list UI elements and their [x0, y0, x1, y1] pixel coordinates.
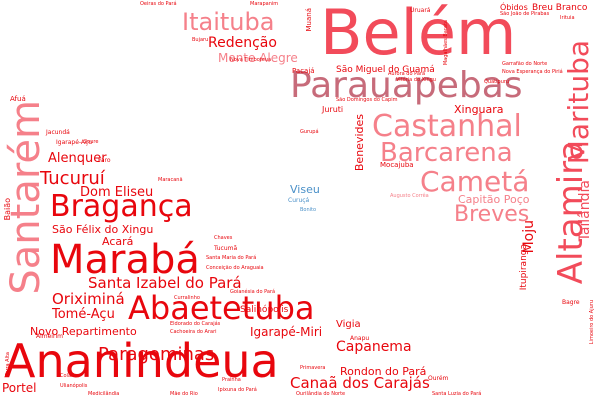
word-faro: Faro: [98, 157, 111, 164]
word-xinguara: Xinguara: [454, 103, 504, 116]
word-garrafao-do-norte: Garrafão do Norte: [502, 61, 548, 67]
word-novo-repartimento: Novo Repartimento: [30, 325, 137, 338]
word-ananindeua: Ananindeua: [4, 334, 279, 388]
word-nova-esperanca-do-piria: Nova Esperança do Piriá: [502, 69, 563, 75]
word-curuca: Curuçá: [288, 197, 310, 204]
word-marituba: Marituba: [562, 40, 595, 165]
word-sao-felix-do-xingu: São Félix do Xingu: [52, 223, 154, 236]
word-nova-timboteua: Nova Timboteua: [230, 57, 272, 63]
word-itaituba: Itaituba: [182, 8, 275, 36]
word-obidos: Óbidos: [500, 3, 528, 12]
word-abaetetuba: Abaetetuba: [128, 289, 315, 327]
word-tome-acu: Tomé-Açu: [52, 307, 115, 322]
word-primavera: Primavera: [300, 365, 326, 371]
word-oeiras-do-para: Oeiras do Pará: [140, 1, 177, 7]
word-breves: Breves: [454, 202, 530, 227]
word-anapu: Anapu: [350, 335, 370, 342]
word-augusto-correa: Augusto Corrêa: [390, 193, 429, 199]
word-monte-alegre: Monte Alegre: [218, 51, 298, 65]
word-acara: Acará: [102, 235, 134, 248]
word-breu-branco: Breu Branco: [532, 3, 588, 13]
word-vitoria-do-xingu: Vitória do Xingu: [396, 77, 436, 83]
word-irituia: Irituia: [560, 15, 575, 21]
word-paragominas: Paragominas: [98, 344, 215, 365]
word-vigia: Vigia: [336, 319, 361, 330]
word-igarape-miri: Igarapé-Miri: [250, 325, 323, 339]
word-juruti: Juruti: [322, 105, 344, 114]
word-goianesia-do-para: Goianésia do Pará: [230, 289, 276, 295]
word-magalhaes-barata: Magalhães Barata: [443, 20, 449, 66]
word-sao-joao-de-pirabas: São João de Pirabas: [500, 11, 550, 17]
word-almeirim: Almeirim: [36, 333, 63, 340]
word-terra-alta: Terra Alta: [5, 352, 11, 376]
word-jacunda: Jacundá: [46, 129, 70, 136]
word-belem: Belém: [320, 0, 517, 69]
word-maracana: Maracanã: [158, 177, 183, 183]
word-afua: Afuá: [10, 95, 26, 103]
word-gurupa: Gurupá: [300, 129, 319, 135]
word-conceicao-do-araguaia: Conceição do Araguaia: [206, 265, 264, 271]
word-redencao: Redenção: [208, 35, 277, 51]
word-maraba: Marabá: [50, 237, 200, 283]
word-parauapebas: Parauapebas: [290, 65, 523, 106]
word-tailandia: Tailândia: [577, 180, 593, 242]
word-baiao: Baião: [3, 198, 12, 221]
word-salinopolis: Salinópolis: [240, 305, 289, 315]
word-prainha: Prainha: [222, 377, 241, 383]
word-quatipuru: Quatipuru: [484, 79, 510, 85]
word-dom-eliseu: Dom Eliseu: [80, 185, 154, 200]
word-ipixuna-do-para: Ipixuna do Pará: [218, 387, 257, 393]
word-capanema: Capanema: [336, 339, 412, 355]
word-canaa-dos-carajas: Canaã dos Carajás: [290, 374, 430, 392]
word-cachoeira-do-arari: Cachoeira do Arari: [170, 329, 217, 335]
word-mae-do-rio: Mãe do Rio: [170, 391, 198, 397]
word-castanhal: Castanhal: [372, 109, 522, 144]
word-sao-miguel-do-guama: São Miguel do Guamá: [336, 65, 435, 75]
word-portel: Portel: [2, 381, 37, 395]
word-sao-domingos-do-capim: São Domingos do Capim: [336, 97, 398, 103]
word-bagre: Bagre: [562, 299, 580, 306]
word-igarape-acu: Igarapé-Açu: [56, 139, 93, 146]
word-benevides: Benevides: [353, 114, 366, 172]
word-bujaru: Bujaru: [192, 37, 209, 43]
word-barcarena: Barcarena: [380, 138, 513, 168]
word-oriximina: Oriximiná: [52, 290, 125, 308]
word-santarem: Santarém: [3, 100, 49, 295]
word-chaves: Chaves: [214, 235, 233, 241]
word-santa-maria-do-para: Santa Maria do Pará: [206, 255, 257, 261]
word-eldorado-do-carajas: Eldorado do Carajás: [170, 321, 221, 327]
word-aurora-do-para: Aurora do Pará: [388, 71, 426, 77]
word-santa-izabel-do-para: Santa Izabel do Pará: [88, 274, 242, 292]
word-marapanim: Marapanim: [250, 1, 279, 7]
word-ourem: Ourém: [428, 375, 449, 382]
word-muana: Muaná: [305, 8, 313, 32]
word-tucuma: Tucumã: [214, 245, 238, 252]
word-uruara: Uruará: [410, 7, 431, 14]
word-curralinho: Curralinho: [174, 295, 200, 301]
word-ulianopolis: Ulianópolis: [60, 383, 88, 389]
word-itupiranga: Itupiranga: [519, 244, 529, 291]
word-pacaja: Pacajá: [292, 67, 315, 75]
word-mocajuba: Mocajuba: [380, 161, 414, 169]
word-braganca: Bragança: [50, 189, 193, 224]
word-medicilandia: Medicilândia: [88, 391, 120, 397]
word-rondon-do-para: Rondon do Pará: [340, 365, 427, 378]
word-tucurui: Tucuruí: [40, 168, 105, 189]
word-colares: Colares: [60, 373, 79, 379]
word-santa-luzia-do-para: Santa Luzia do Pará: [432, 391, 482, 397]
word-alenquer: Alenquer: [48, 151, 107, 166]
word-cameta: Cametá: [420, 165, 530, 198]
word-capitao-poco: Capitão Poço: [458, 193, 530, 206]
word-soure: Soure: [84, 139, 99, 145]
word-ourilandia-do-norte: Ourilândia do Norte: [296, 391, 346, 397]
word-bonito: Bonito: [300, 207, 317, 213]
word-viseu: Viseu: [290, 183, 320, 196]
word-limoeiro-do-ajuru: Limoeiro do Ajuru: [589, 300, 595, 345]
